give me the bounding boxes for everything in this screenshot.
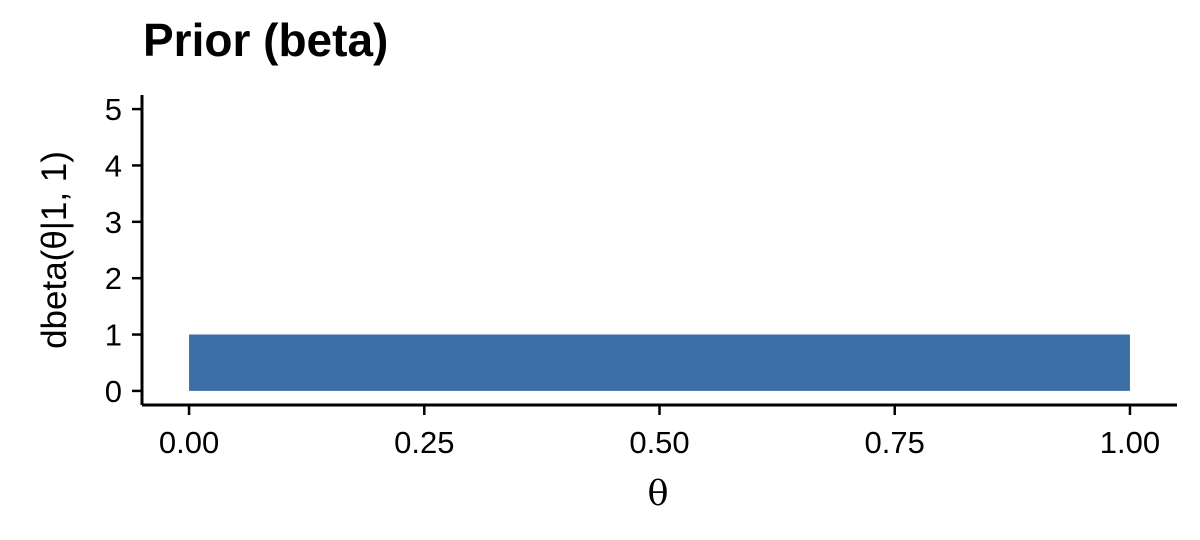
x-tick-label: 0.25 (394, 425, 454, 460)
y-tick-label: 3 (105, 205, 122, 240)
y-tick-label: 2 (105, 261, 122, 296)
y-tick-label: 1 (105, 318, 122, 353)
density-area (189, 334, 1130, 391)
y-tick-label: 0 (105, 374, 122, 409)
x-axis-label: θ (647, 474, 668, 514)
x-tick-label: 0.50 (629, 425, 689, 460)
x-tick-label: 0.00 (159, 425, 219, 460)
y-axis-label: dbeta(θ|1, 1) (35, 151, 74, 349)
chart-title: Prior (beta) (143, 14, 389, 66)
x-tick-label: 0.75 (865, 425, 925, 460)
plot-marks (189, 334, 1130, 391)
y-axis: 0 1 2 3 4 5 (105, 92, 144, 409)
x-axis: 0.00 0.25 0.50 0.75 1.00 (142, 403, 1177, 460)
x-tick-label: 1.00 (1100, 425, 1160, 460)
y-tick-label: 4 (105, 148, 122, 183)
y-tick-label: 5 (105, 92, 122, 127)
